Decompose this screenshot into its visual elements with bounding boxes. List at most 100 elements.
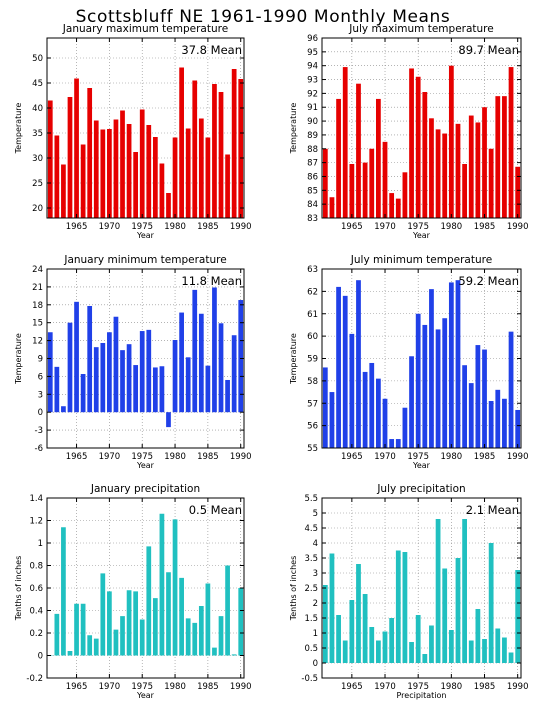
bar-1965 xyxy=(349,333,355,448)
bar-1988 xyxy=(225,565,230,656)
y-tick-label: 50 xyxy=(32,54,43,64)
bar-1970 xyxy=(107,591,112,656)
y-axis-label: Tenths of inches xyxy=(289,556,298,622)
bar-1982 xyxy=(185,618,191,656)
y-tick-label: 1.2 xyxy=(29,517,43,527)
bar-1989 xyxy=(508,67,514,218)
x-axis-label: Year xyxy=(412,461,431,470)
bar-1989 xyxy=(508,331,514,448)
bar-1961 xyxy=(322,585,328,663)
bar-1987 xyxy=(495,96,501,218)
bar-1969 xyxy=(375,378,381,448)
y-tick-label: 61 xyxy=(307,310,318,320)
bar-1961 xyxy=(47,100,53,218)
bar-1971 xyxy=(389,439,395,448)
x-tick-label: 1980 xyxy=(441,222,463,232)
y-tick-label: 30 xyxy=(32,154,43,164)
y-tick-label: 4 xyxy=(313,539,318,549)
y-tick-label: 1 xyxy=(313,629,318,639)
bar-1963 xyxy=(61,164,66,218)
x-tick-label: 1990 xyxy=(230,452,252,462)
bar-1968 xyxy=(93,347,99,413)
x-axis-label: Year xyxy=(136,231,155,240)
x-tick-label: 1985 xyxy=(197,452,219,462)
bar-1962 xyxy=(329,392,335,448)
bar-1975 xyxy=(139,109,145,218)
x-tick-label: 1965 xyxy=(341,682,363,692)
bar-1965 xyxy=(349,600,355,663)
bar-1977 xyxy=(152,367,158,413)
bar-1973 xyxy=(402,552,408,663)
bar-1982 xyxy=(462,519,468,663)
bar-1968 xyxy=(93,638,99,656)
bar-1968 xyxy=(369,148,375,218)
bar-1968 xyxy=(369,627,375,663)
y-tick-label: 0 xyxy=(38,408,43,418)
bar-1962 xyxy=(54,366,60,413)
mean-label: 2.1 Mean xyxy=(466,503,519,517)
mean-label: 89.7 Mean xyxy=(458,43,519,57)
bar-1976 xyxy=(146,329,152,413)
bar-1972 xyxy=(120,350,125,413)
bar-1963 xyxy=(61,406,66,413)
x-tick-label: 1990 xyxy=(507,452,529,462)
mean-label: 0.5 Mean xyxy=(189,503,242,517)
bar-1974 xyxy=(133,365,139,413)
bar-1971 xyxy=(113,316,119,413)
x-tick-label: 1965 xyxy=(66,222,88,232)
bar-1987 xyxy=(218,323,224,413)
y-tick-label: 18 xyxy=(32,301,43,311)
y-tick-label: 91 xyxy=(307,103,318,113)
x-tick-label: 1970 xyxy=(99,682,121,692)
y-tick-label: 83 xyxy=(307,214,318,224)
bar-1983 xyxy=(468,383,474,448)
bar-1979 xyxy=(442,318,448,448)
y-tick-label: 84 xyxy=(307,200,318,210)
bar-1983 xyxy=(192,289,198,413)
y-tick-label: 40 xyxy=(32,104,43,114)
x-tick-label: 1990 xyxy=(230,222,252,232)
x-tick-label: 1970 xyxy=(374,222,396,232)
y-tick-label: 92 xyxy=(307,89,318,99)
bar-1978 xyxy=(159,513,165,656)
bar-1967 xyxy=(87,88,93,218)
y-tick-label: 20 xyxy=(32,204,43,214)
x-tick-label: 1985 xyxy=(197,682,219,692)
y-tick-label: 3.5 xyxy=(304,554,318,564)
y-tick-label: -3 xyxy=(35,426,43,436)
bar-1965 xyxy=(74,603,79,656)
bar-1974 xyxy=(409,68,414,218)
x-tick-label: 1980 xyxy=(441,682,463,692)
bar-1974 xyxy=(133,591,139,656)
bar-1980 xyxy=(448,65,454,218)
y-tick-label: 60 xyxy=(307,332,318,342)
y-tick-label: 87 xyxy=(307,159,318,169)
bar-1976 xyxy=(422,654,428,663)
bar-1967 xyxy=(362,162,368,218)
bar-1974 xyxy=(409,642,414,663)
x-tick-label: 1975 xyxy=(407,222,429,232)
chart-title: January maximum temperature xyxy=(62,23,228,35)
bar-1978 xyxy=(435,329,441,448)
bar-1964 xyxy=(67,322,73,413)
y-tick-label: 1.5 xyxy=(304,614,318,624)
bar-1973 xyxy=(126,124,132,218)
bar-1970 xyxy=(382,398,388,448)
bar-1979 xyxy=(442,568,448,663)
bar-1964 xyxy=(342,67,348,218)
bar-1990 xyxy=(238,79,244,218)
bar-1964 xyxy=(342,640,348,663)
bar-1973 xyxy=(402,407,408,448)
bar-1976 xyxy=(146,125,152,218)
bar-1986 xyxy=(212,647,217,656)
bar-1981 xyxy=(179,312,184,413)
x-tick-label: 1970 xyxy=(99,222,121,232)
y-tick-label: 1.4 xyxy=(29,494,43,504)
x-tick-label: 1985 xyxy=(474,222,496,232)
bar-1968 xyxy=(369,362,375,448)
x-axis-label: Year xyxy=(136,461,155,470)
bar-1979 xyxy=(166,193,171,218)
y-tick-label: 12 xyxy=(32,337,43,347)
x-axis-label: Precipitation xyxy=(396,691,446,700)
bar-1970 xyxy=(107,129,112,218)
